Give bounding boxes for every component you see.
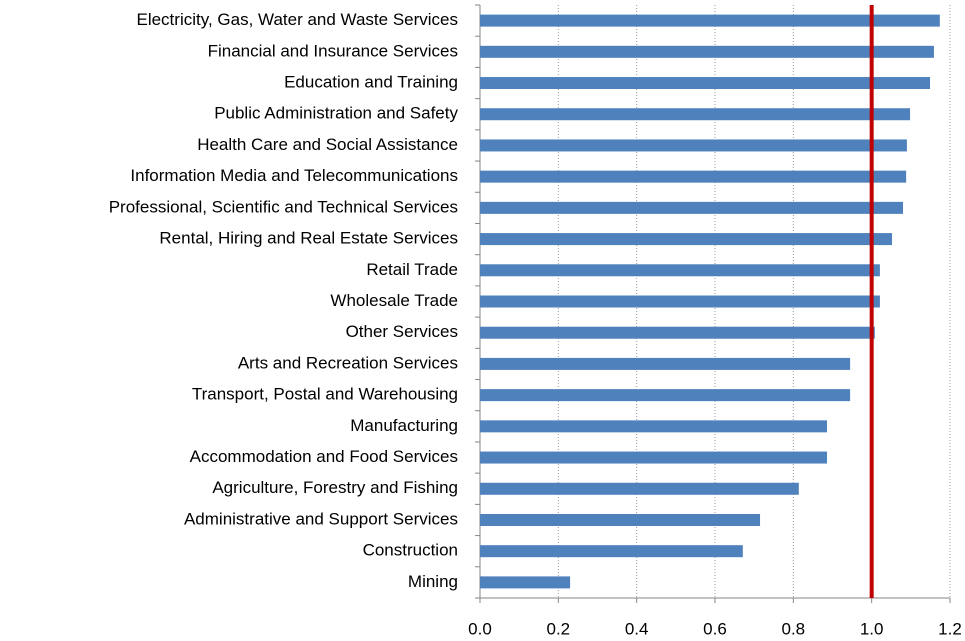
bar (480, 170, 907, 183)
y-tick-label: Accommodation and Food Services (190, 447, 458, 466)
bar (480, 201, 903, 214)
y-tick-label: Agriculture, Forestry and Fishing (212, 478, 458, 497)
y-tick-label: Arts and Recreation Services (238, 353, 458, 372)
y-tick-label: Retail Trade (366, 260, 458, 279)
y-tick-label: Electricity, Gas, Water and Waste Servic… (136, 10, 458, 29)
x-tick-label: 0.4 (625, 619, 649, 638)
bar (480, 233, 893, 246)
bar (480, 326, 875, 339)
y-tick-label: Administrative and Support Services (184, 509, 458, 528)
bar (480, 139, 907, 152)
y-tick-label: Financial and Insurance Services (208, 41, 458, 60)
y-tick-label: Rental, Hiring and Real Estate Services (159, 229, 458, 248)
y-tick-label: Public Administration and Safety (214, 104, 458, 123)
bar (480, 45, 934, 58)
bar (480, 77, 931, 90)
y-tick-label: Transport, Postal and Warehousing (192, 385, 458, 404)
bar (480, 264, 880, 277)
y-tick-label: Other Services (346, 322, 458, 341)
bar (480, 513, 761, 526)
y-tick-label: Education and Training (284, 73, 458, 92)
bar (480, 420, 828, 433)
x-tick-label: 0.0 (468, 619, 492, 638)
y-tick-label: Manufacturing (350, 416, 458, 435)
y-tick-label: Professional, Scientific and Technical S… (109, 197, 458, 216)
bar (480, 482, 799, 495)
y-tick-label: Mining (408, 572, 458, 591)
y-tick-label: Construction (363, 541, 458, 560)
bar (480, 576, 571, 589)
x-tick-label: 0.2 (547, 619, 571, 638)
y-tick-label: Health Care and Social Assistance (197, 135, 458, 154)
x-tick-label: 0.8 (782, 619, 806, 638)
x-tick-label: 1.2 (938, 619, 962, 638)
bar (480, 357, 851, 370)
bar (480, 389, 851, 402)
bar (480, 545, 743, 558)
bar (480, 108, 911, 121)
bar (480, 451, 828, 464)
x-tick-label: 1.0 (860, 619, 884, 638)
x-tick-label: 0.6 (703, 619, 727, 638)
y-tick-label: Wholesale Trade (330, 291, 458, 310)
y-tick-label: Information Media and Telecommunications (130, 166, 458, 185)
bar (480, 14, 940, 27)
bar (480, 295, 880, 308)
